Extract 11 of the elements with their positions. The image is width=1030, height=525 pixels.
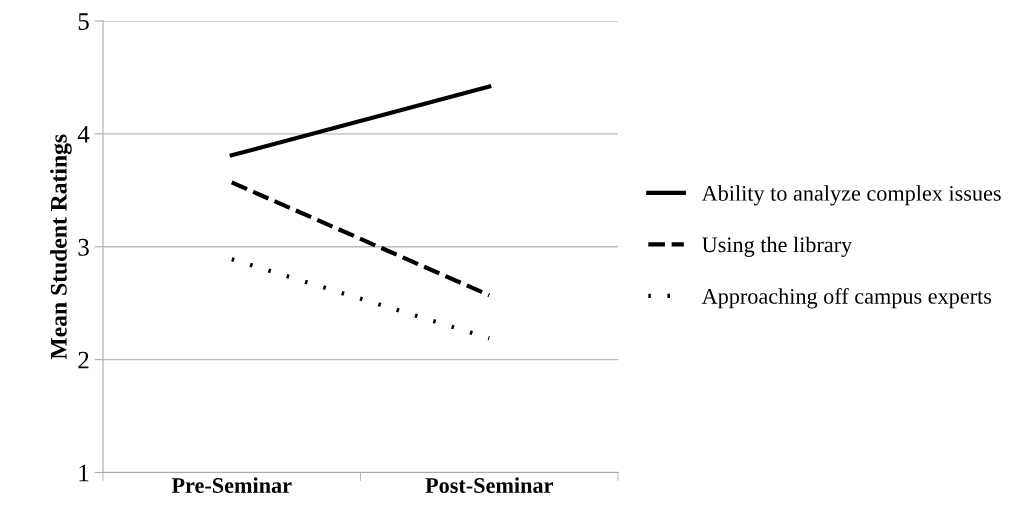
legend-label: Using the library xyxy=(702,236,853,257)
y-tick-label: 4 xyxy=(77,126,90,143)
x-tick-label: Post-Seminar xyxy=(425,477,553,493)
y-tick-label: 2 xyxy=(78,351,89,369)
y-axis-title: Mean Student Ratings xyxy=(50,134,72,360)
y-tick-label: 3 xyxy=(78,238,89,256)
y-tick-label: 1 xyxy=(79,464,89,482)
legend-label: Approaching off campus experts xyxy=(701,287,992,309)
y-tick-label: 5 xyxy=(78,13,89,30)
legend-label: Ability to analyze complex issues xyxy=(701,185,1001,206)
x-tick-label: Pre-Seminar xyxy=(171,477,292,493)
